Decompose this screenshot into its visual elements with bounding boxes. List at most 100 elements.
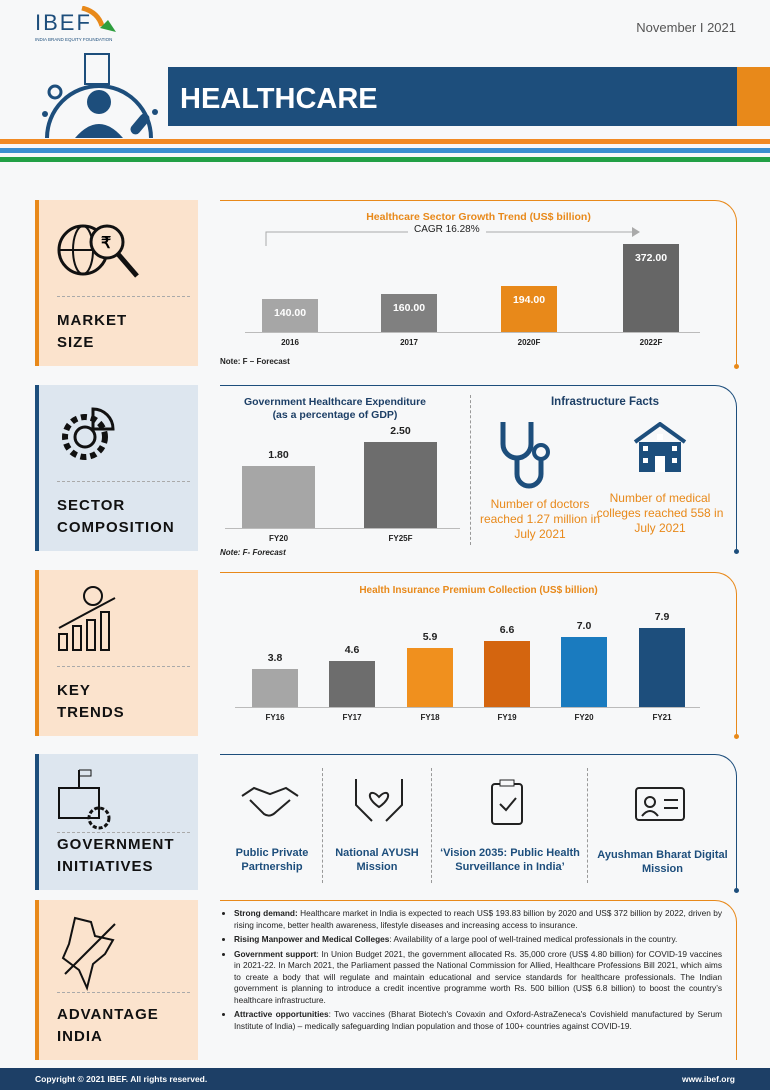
data-label: 2.50 <box>390 425 411 437</box>
data-label: 140.00 <box>273 306 307 319</box>
handshake-icon <box>241 786 299 817</box>
india-map-icon <box>61 916 116 992</box>
bar-FY20 <box>561 637 607 707</box>
divider <box>431 768 432 883</box>
data-label: 7.0 <box>576 620 592 632</box>
x-tick-label: FY21 <box>652 713 672 722</box>
globe-magnifier-icon: ₹ <box>57 224 139 278</box>
doctors-fact: Number of doctors reached 1.27 million i… <box>479 497 601 541</box>
id-card-icon <box>635 787 685 821</box>
advantage-item: Attractive opportunities: Two vaccines (… <box>234 1009 722 1032</box>
footer: Copyright © 2021 IBEF. All rights reserv… <box>0 1068 770 1090</box>
cagr-arrow <box>265 227 640 246</box>
clipboard-check-icon <box>491 779 523 825</box>
chart-note: Note: F- Forecast <box>220 548 286 557</box>
x-tick-label: FY19 <box>497 713 517 722</box>
section-label: MARKET <box>57 312 128 329</box>
advantage-item: Strong demand: Healthcare market in Indi… <box>234 908 722 931</box>
section-label: INDIA <box>57 1028 103 1045</box>
bar-2022F <box>623 244 679 332</box>
chart-title-line: Government Healthcare Expenditure <box>243 396 427 408</box>
bar-FY18 <box>407 648 453 707</box>
x-tick-label: 2022F <box>639 338 663 347</box>
section-label: COMPOSITION <box>57 519 175 536</box>
advantage-panel <box>220 900 737 1060</box>
copyright: Copyright © 2021 IBEF. All rights reserv… <box>35 1074 208 1084</box>
bar-FY17 <box>329 661 375 707</box>
data-label: 4.6 <box>344 644 360 656</box>
stethoscope-icon <box>500 422 550 489</box>
stripe-blue <box>0 148 770 153</box>
section-label: SIZE <box>57 334 95 351</box>
chart-title: Health Insurance Premium Collection (US$… <box>359 585 598 596</box>
section-label: INITIATIVES <box>57 858 154 875</box>
x-tick-label: FY16 <box>265 713 285 722</box>
advantage-item: Rising Manpower and Medical Colleges: Av… <box>234 934 722 946</box>
colleges-fact: Number of medical colleges reached 558 i… <box>596 491 724 535</box>
x-tick-label: 2017 <box>400 338 418 347</box>
initiative-ppp: Public Private Partnership <box>235 847 309 873</box>
growth-chart-icon <box>58 586 116 651</box>
website-link[interactable]: www.ibef.org <box>681 1074 735 1084</box>
bar-2016 <box>262 298 318 332</box>
sector-composition-panel <box>220 385 739 554</box>
x-tick-label: FY17 <box>342 713 362 722</box>
section-market-size: ₹ MARKET SIZE <box>35 200 198 366</box>
logo-text: IBEF <box>35 10 92 35</box>
section-key-trends: KEY TRENDS <box>35 570 198 736</box>
x-tick-label: FY20 <box>268 534 289 543</box>
healthcare-doctor-icon <box>42 53 158 139</box>
gear-pie-chart-icon <box>62 407 115 460</box>
report-date: November I 2021 <box>636 20 736 35</box>
ibef-logo: IBEF INDIA BRAND EQUITY FOUNDATION <box>35 10 112 42</box>
data-label: 194.00 <box>512 294 546 307</box>
section-label: TRENDS <box>57 704 125 721</box>
x-tick-label: FY20 <box>574 713 594 722</box>
divider <box>470 395 471 545</box>
initiatives-panel <box>220 754 739 893</box>
chart-subtitle: (as a percentage of GDP) <box>272 409 398 421</box>
logo-subtitle: INDIA BRAND EQUITY FOUNDATION <box>35 37 113 42</box>
market-size-panel <box>220 200 739 369</box>
x-tick-label: FY25F <box>388 534 413 543</box>
initiative-abdm: Ayushman Bharat Digital Mission <box>597 849 728 875</box>
x-tick-label: 2020F <box>517 338 541 347</box>
section-label: KEY <box>57 682 91 699</box>
government-building-icon <box>58 769 111 830</box>
advantage-list: Strong demand: Healthcare market in Indi… <box>222 908 722 1035</box>
data-label: 5.9 <box>422 631 438 643</box>
x-axis <box>245 332 700 333</box>
stripe-green <box>0 157 770 162</box>
bar-FY19 <box>484 641 530 707</box>
bar-FY21 <box>639 628 685 707</box>
data-label: 7.9 <box>654 611 670 623</box>
bar-FY20 <box>242 466 315 528</box>
x-tick-label: FY18 <box>420 713 440 722</box>
cagr-label: CAGR 16.28% <box>408 224 486 235</box>
divider <box>587 768 588 883</box>
logo-flag-icon <box>81 6 116 32</box>
section-label: ADVANTAGE <box>57 1006 159 1023</box>
stripe-orange <box>0 139 770 144</box>
data-label: 1.80 <box>268 449 289 462</box>
data-label: 372.00 <box>634 252 668 264</box>
x-tick-label: 2016 <box>281 338 299 347</box>
section-label: GOVERNMENT <box>57 836 175 853</box>
section-label: SECTOR <box>57 497 126 514</box>
data-label: 160.00 <box>392 302 426 315</box>
x-axis <box>225 528 460 529</box>
data-label: 6.6 <box>499 624 515 636</box>
bar-FY16 <box>252 669 298 707</box>
hospital-building-icon <box>633 422 687 472</box>
bar-2017 <box>381 294 437 332</box>
chart-note: Note: F – Forecast <box>220 357 290 366</box>
section-sector-composition: SECTOR COMPOSITION <box>35 385 198 551</box>
advantage-item: Government support: In Union Budget 2021… <box>234 949 722 1007</box>
hands-heart-icon <box>355 779 403 822</box>
chart-title: Healthcare Sector Growth Trend (US$ bill… <box>366 211 591 223</box>
data-label: 3.8 <box>267 652 283 664</box>
page-title: HEALTHCARE <box>168 67 737 126</box>
initiative-ayush: National AYUSH Mission <box>335 847 419 873</box>
section-government-initiatives: GOVERNMENT INITIATIVES <box>35 754 198 890</box>
title-accent <box>737 67 770 126</box>
